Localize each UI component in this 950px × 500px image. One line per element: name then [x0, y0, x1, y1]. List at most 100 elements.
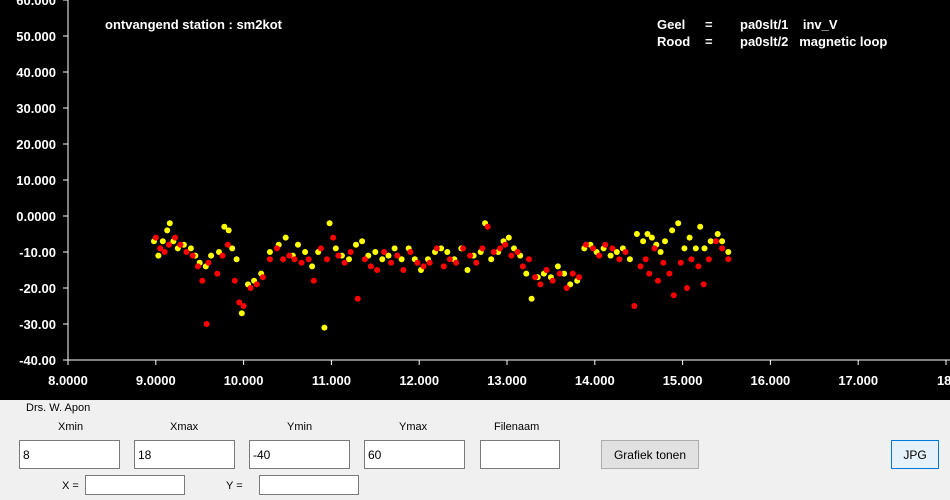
red-data-point	[473, 259, 480, 266]
red-data-point	[590, 245, 596, 252]
red-data-point	[660, 259, 667, 266]
x-coordinate-input[interactable]	[85, 475, 185, 495]
yellow-data-point	[644, 231, 651, 237]
red-data-point	[479, 245, 486, 252]
yellow-data-point	[302, 249, 309, 255]
yellow-data-point	[657, 249, 664, 255]
legend-yellow-equals: =	[705, 17, 713, 32]
red-data-point	[317, 245, 324, 252]
yellow-data-point	[359, 238, 366, 245]
legend-red-desc: pa0slt/2 magnetic loop	[740, 34, 887, 49]
yellow-data-point	[554, 263, 561, 270]
y-tick-label: 50.000	[16, 29, 56, 44]
red-data-point	[719, 245, 726, 252]
yellow-data-point	[159, 238, 166, 245]
red-data-point	[556, 270, 563, 277]
red-data-point	[388, 259, 395, 266]
red-data-point	[286, 252, 293, 259]
y-tick-label: 40.000	[16, 65, 56, 80]
yellow-data-point	[155, 252, 162, 259]
legend-red-equals: =	[705, 34, 713, 49]
x-tick-label: 17.000	[838, 373, 878, 388]
yellow-data-point	[398, 256, 405, 263]
tick-marks: 60.000 50.000 40.000 30.000 20.000 10.000 0.00…	[16, 0, 950, 388]
yellow-data-point	[379, 256, 386, 263]
red-data-point	[543, 267, 550, 273]
jpg-button[interactable]: JPG	[891, 440, 939, 469]
red-data-point	[253, 281, 260, 288]
y-tick-label: 10.000	[16, 173, 56, 188]
red-data-point	[224, 241, 231, 248]
red-data-point	[310, 277, 317, 284]
yellow-data-point	[662, 238, 668, 245]
xmax-input[interactable]	[134, 440, 235, 469]
yellow-data-point	[669, 227, 676, 234]
yellow-data-point	[725, 249, 732, 255]
legend-red-name: Rood	[657, 34, 690, 49]
grafiek-tonen-button-label: Grafiek tonen	[613, 447, 687, 462]
yellow-data-point	[681, 245, 688, 252]
red-data-point	[700, 281, 707, 288]
filenaam-label: Filenaam	[494, 421, 540, 433]
yellow-data-point	[326, 220, 333, 227]
y-tick-label: -20.00	[19, 281, 56, 296]
red-data-point	[381, 249, 388, 255]
ymin-input[interactable]	[249, 440, 350, 469]
yellow-data-point	[528, 295, 535, 302]
red-data-point	[247, 285, 254, 291]
yellow-data-point	[697, 223, 704, 230]
y-coordinate-input[interactable]	[259, 475, 359, 495]
red-data-point	[508, 252, 515, 259]
legend-yellow-desc: pa0slt/1 inv_V	[740, 17, 838, 32]
red-data-point	[199, 277, 206, 284]
y-tick-label: -30.00	[19, 317, 56, 332]
red-data-point	[467, 252, 474, 259]
ymax-input[interactable]	[364, 440, 465, 469]
red-data-point	[407, 249, 414, 255]
red-data-point	[666, 270, 673, 277]
red-data-point	[537, 281, 544, 288]
yellow-data-point	[321, 324, 328, 331]
yellow-data-point	[221, 223, 228, 230]
red-data-point	[236, 299, 243, 306]
red-data-point	[655, 277, 661, 284]
yellow-data-point	[444, 249, 451, 255]
red-data-point	[526, 256, 532, 263]
yellow-data-point	[385, 252, 392, 259]
red-data-point	[374, 267, 381, 273]
red-data-point	[713, 238, 719, 245]
yellow-data-point	[233, 256, 240, 263]
red-data-point	[646, 270, 653, 277]
data-points	[151, 220, 732, 331]
grafiek-tonen-button[interactable]: Grafiek tonen	[601, 440, 699, 469]
plot-area: 60.000 50.000 40.000 30.000 20.000 10.000 0.00…	[0, 0, 950, 400]
red-data-point	[324, 256, 330, 263]
x-tick-label: 18.	[937, 373, 950, 388]
red-data-point	[549, 277, 556, 284]
red-data-point	[490, 249, 497, 255]
red-data-point	[177, 241, 184, 248]
yellow-data-point	[372, 249, 379, 255]
red-data-point	[502, 241, 509, 248]
filenaam-input[interactable]	[480, 440, 560, 469]
xmin-label: Xmin	[58, 421, 84, 433]
xmin-input[interactable]	[19, 440, 120, 469]
x-tick-label: 9.0000	[136, 373, 176, 388]
y-coordinate-label: Y =	[226, 480, 243, 492]
yellow-data-point	[675, 220, 682, 227]
yellow-data-point	[346, 256, 352, 263]
ymin-label: Ymin	[287, 421, 313, 433]
x-tick-label: 15.000	[663, 373, 703, 388]
yellow-data-point	[714, 231, 721, 237]
red-data-point	[394, 252, 401, 259]
red-data-point	[446, 256, 453, 263]
yellow-data-point	[633, 231, 640, 237]
yellow-data-point	[640, 238, 647, 245]
red-data-point	[298, 259, 305, 266]
red-data-point	[203, 321, 210, 327]
red-data-point	[514, 249, 521, 255]
y-tick-label: 60.000	[16, 0, 56, 8]
red-data-point	[205, 259, 212, 266]
red-data-point	[688, 256, 695, 263]
red-data-point	[231, 277, 238, 284]
